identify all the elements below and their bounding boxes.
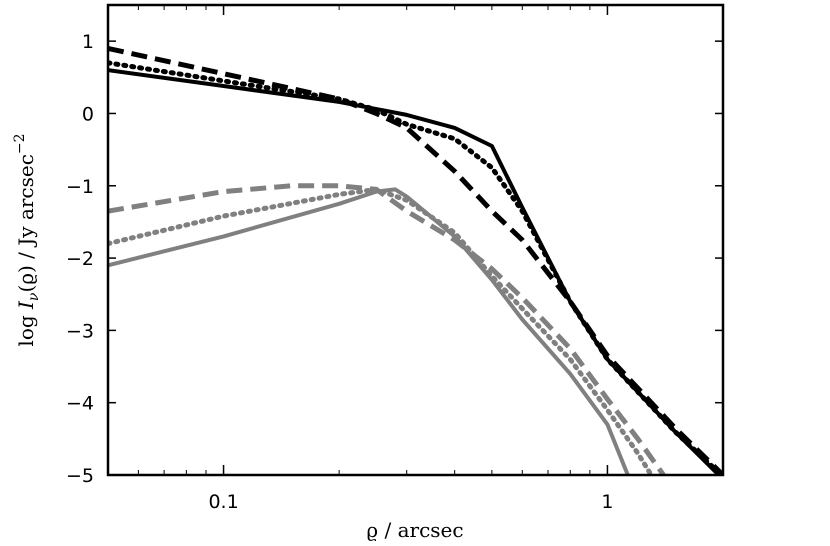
series-line-3 [108,45,723,475]
x-axis-label: ϱ / arcsec [366,518,463,542]
series-line-6 [108,183,666,475]
y-tick-label: −5 [66,465,94,487]
x-tick-label: 0.1 [208,491,238,513]
series-layer [108,45,723,475]
plot-background [108,5,723,475]
tick-layer: 1 0 −1 −2 −3 −4 −5 0.1 1 [66,5,724,513]
plot-frame [106,3,725,477]
y-tick-label: −1 [66,176,94,198]
x-tick-label: 1 [601,491,613,513]
y-tick-label: −3 [66,320,94,342]
y-tick-label: 0 [82,103,94,125]
y-axis-label: log Iν(ϱ) / Jy arcsec−2 [12,133,42,346]
y-tick-label: −4 [66,393,94,415]
y-tick-label: 1 [82,31,94,53]
y-tick-label: −2 [66,248,94,270]
